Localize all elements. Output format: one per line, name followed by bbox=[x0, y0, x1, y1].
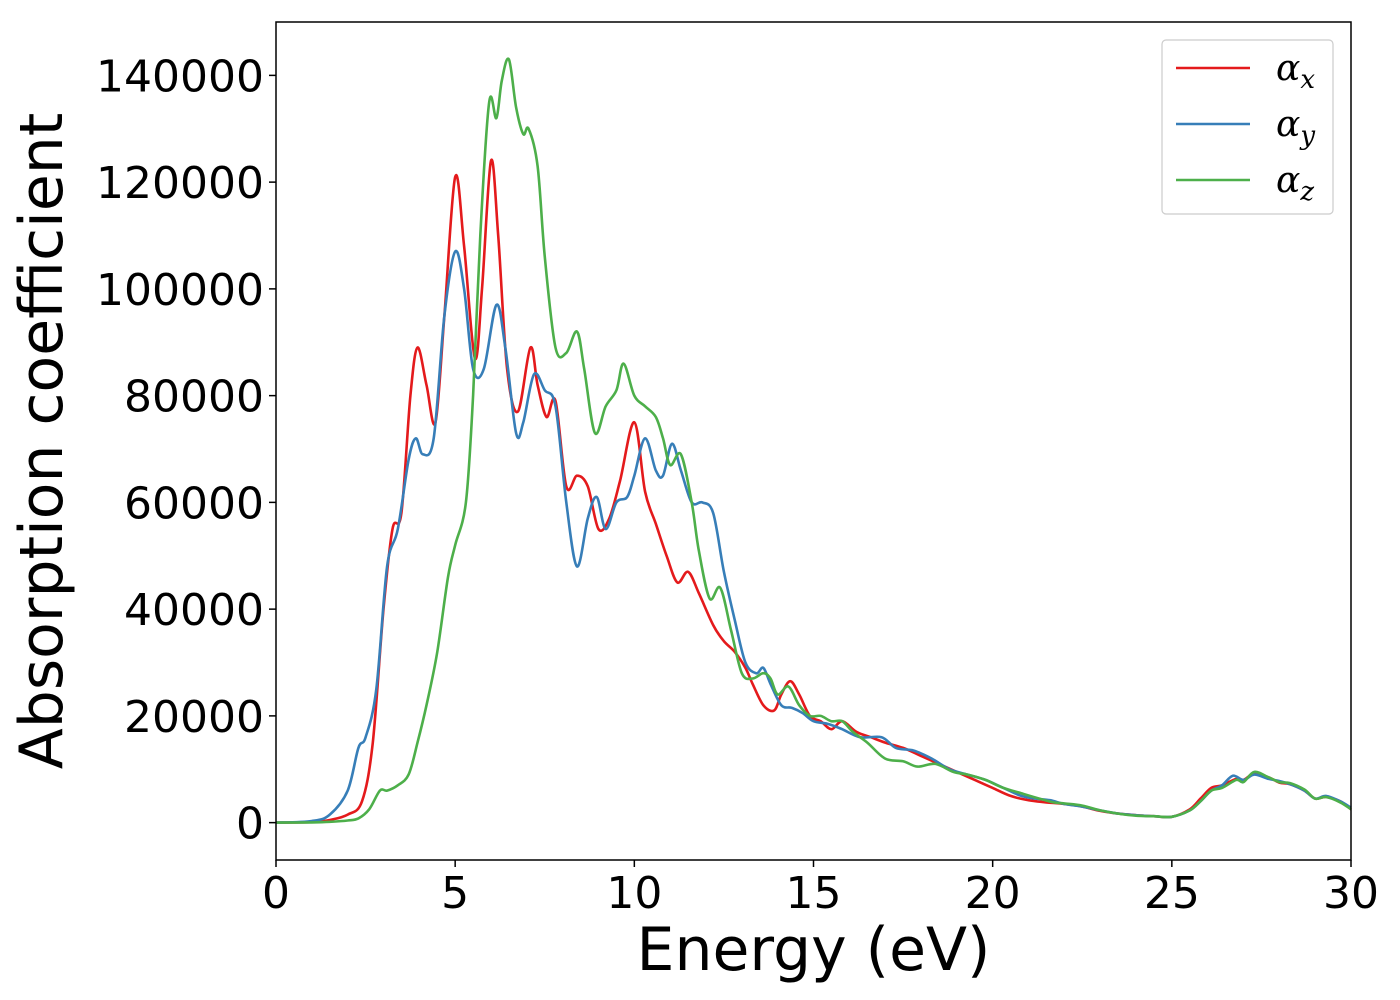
y-tick-label: 80000 bbox=[124, 372, 264, 423]
series-line-x bbox=[275, 158, 1352, 824]
y-axis-title: Absorption coefficient bbox=[7, 113, 77, 770]
legend-subscript: z bbox=[1299, 177, 1314, 207]
y-tick-label: 20000 bbox=[124, 692, 264, 743]
legend-subscript: x bbox=[1300, 65, 1315, 95]
x-axis: 0 5 10 15 20 25 30 bbox=[262, 860, 1379, 919]
y-tick-label: 60000 bbox=[124, 478, 264, 529]
series-layer bbox=[275, 57, 1352, 824]
x-tick-label: 20 bbox=[965, 868, 1021, 919]
x-tick-label: 25 bbox=[1144, 868, 1200, 919]
y-tick-label: 40000 bbox=[124, 585, 264, 636]
y-axis: 0 20000 40000 60000 80000 100000 120000 140000 bbox=[96, 51, 276, 850]
legend-box bbox=[1161, 39, 1334, 215]
y-tick-label: 120000 bbox=[96, 158, 264, 209]
x-tick-label: 15 bbox=[786, 868, 842, 919]
series-line-z bbox=[275, 57, 1352, 824]
x-tick-label: 5 bbox=[441, 868, 469, 919]
y-tick-label: 100000 bbox=[96, 265, 264, 316]
legend-subscript: y bbox=[1299, 121, 1315, 151]
y-tick-label: 140000 bbox=[96, 51, 264, 102]
x-tick-label: 30 bbox=[1323, 868, 1379, 919]
x-tick-label: 10 bbox=[606, 868, 662, 919]
x-axis-title: Energy (eV) bbox=[637, 915, 991, 985]
y-tick-label: 0 bbox=[236, 799, 264, 850]
x-tick-label: 0 bbox=[262, 868, 290, 919]
series-line-y bbox=[275, 249, 1352, 824]
